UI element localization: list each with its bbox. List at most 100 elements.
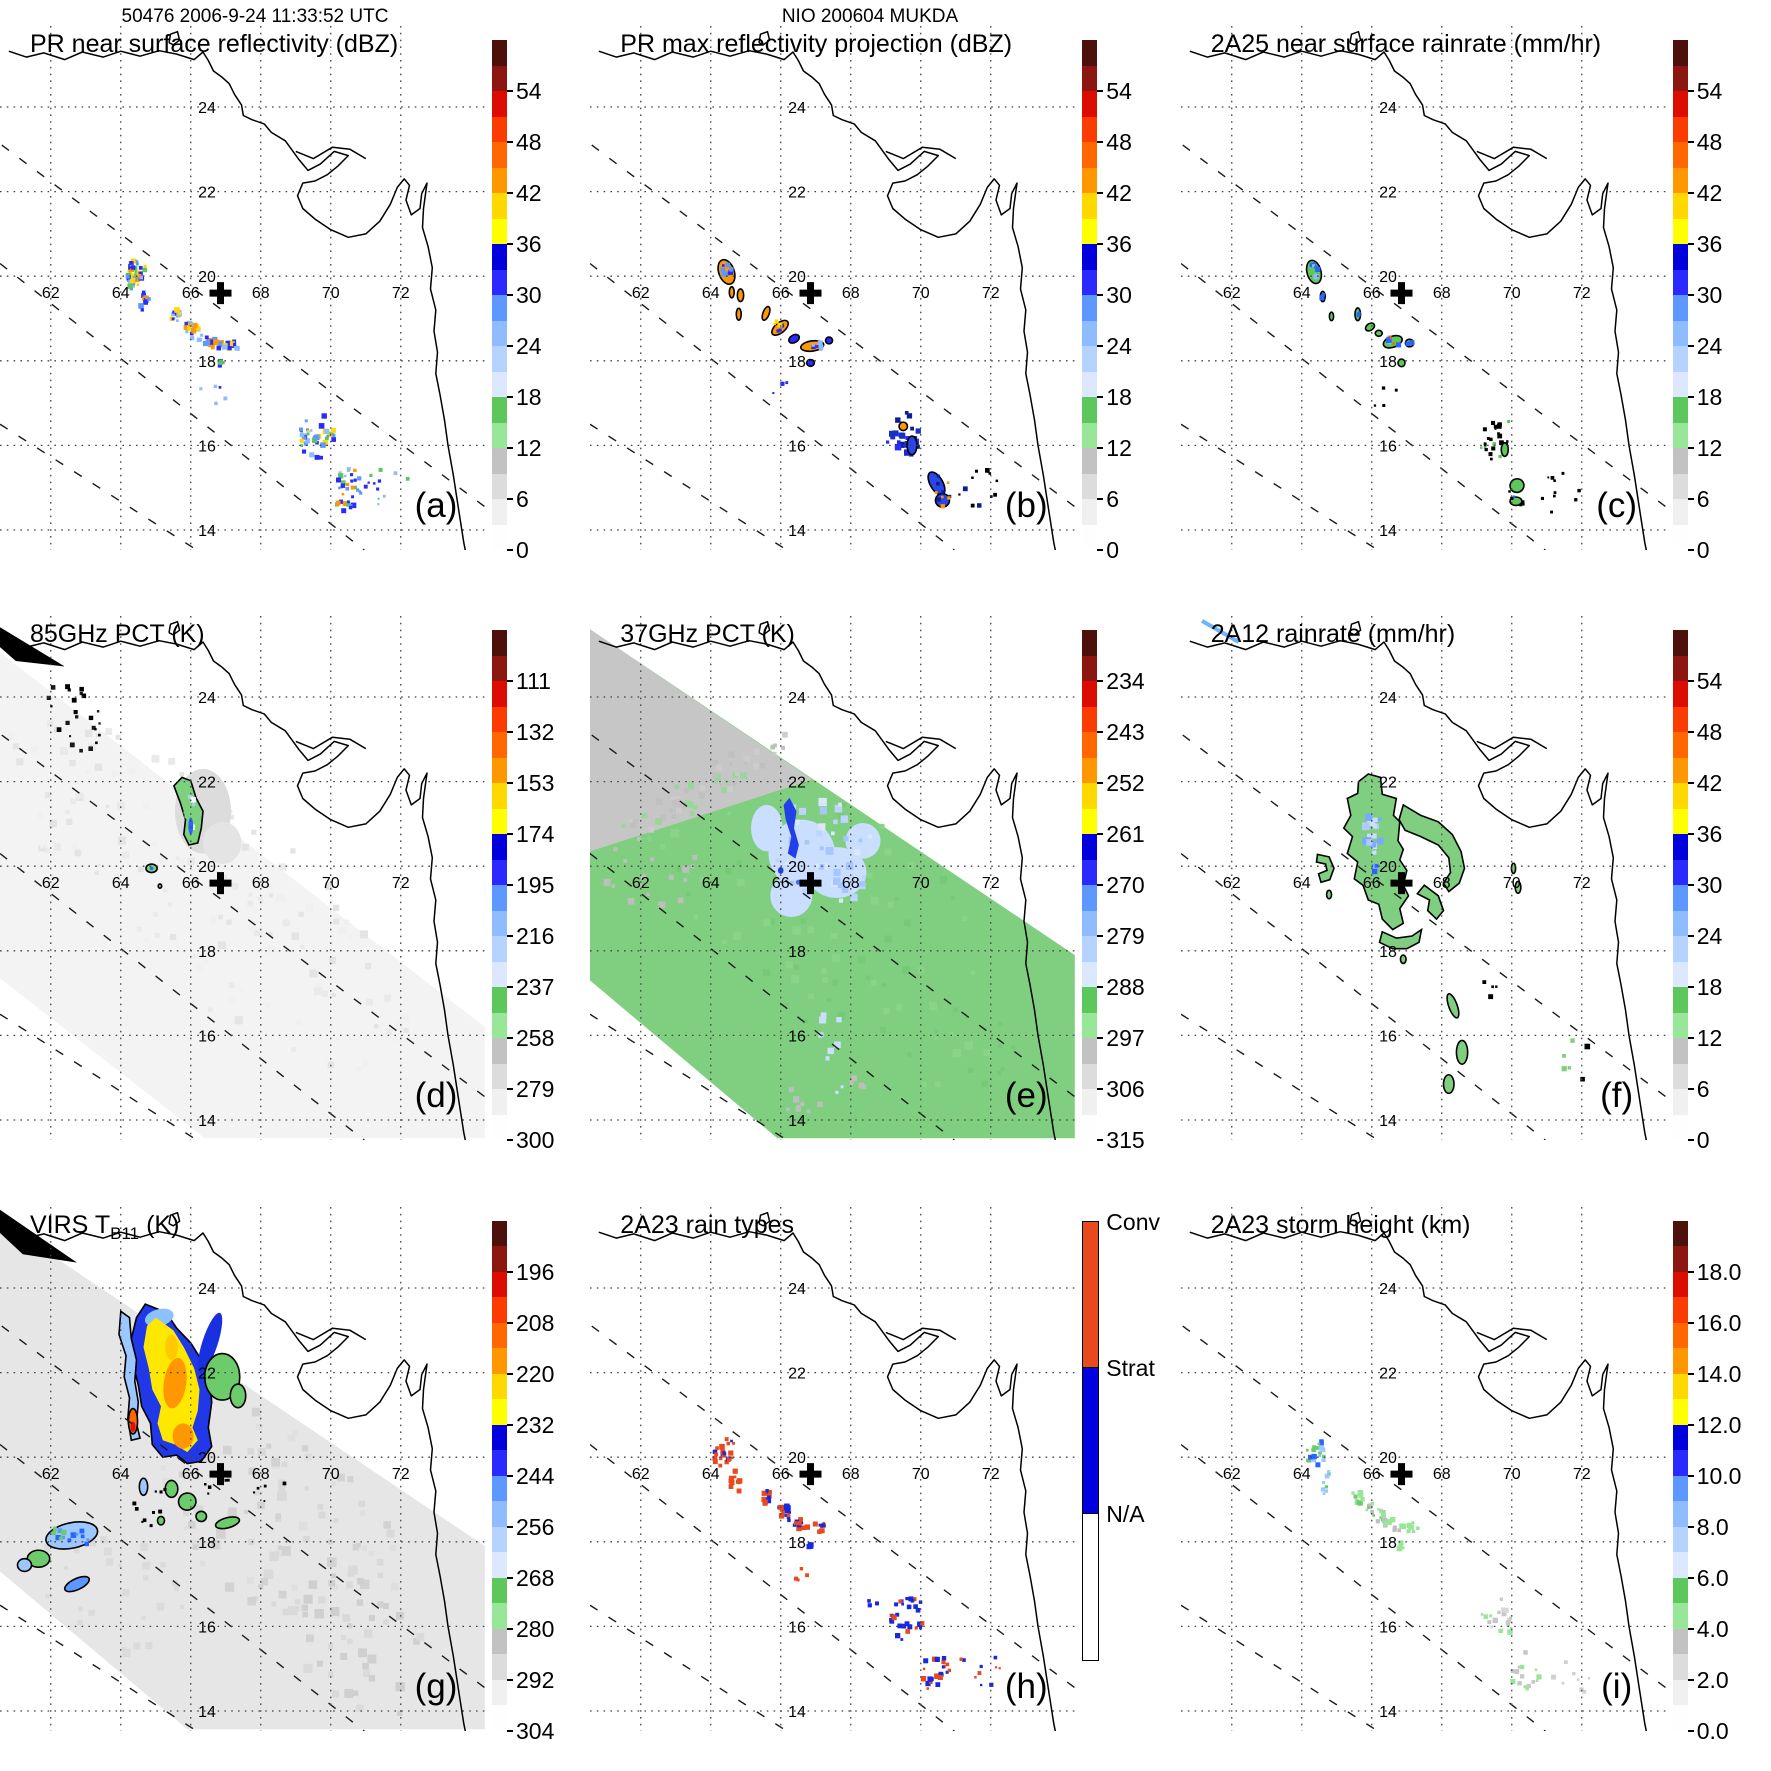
- feature-pixel: [763, 919, 771, 927]
- lat-label: 18: [1379, 944, 1397, 961]
- feature-pixel: [920, 1620, 925, 1625]
- feature-pixel: [871, 897, 879, 905]
- feature-pixel: [782, 732, 789, 738]
- lat-label: 22: [788, 185, 806, 202]
- feature-pixel: [234, 1016, 243, 1025]
- feature-pixel: [669, 875, 674, 880]
- coastline: [295, 146, 367, 160]
- panel-title-text: PR near surface reflectivity (dBZ): [30, 30, 399, 58]
- feature-pixel: [875, 1601, 880, 1606]
- feature-pixel: [189, 331, 194, 336]
- feature-pixel: [195, 1471, 201, 1478]
- feature-blob: [906, 435, 918, 456]
- colorbar: [1672, 1220, 1688, 1731]
- colorbar-segment: [1082, 448, 1098, 474]
- feature-pixel: [733, 932, 742, 941]
- colorbar-tick-label: 243: [1106, 719, 1145, 746]
- colorbar-segment: [1672, 1552, 1688, 1578]
- lat-label: 20: [788, 859, 806, 876]
- feature-pixel: [1582, 1689, 1586, 1694]
- feature-pixel: [1525, 1687, 1529, 1690]
- feature-pixel: [1311, 1453, 1317, 1459]
- feature-pixel: [190, 797, 196, 803]
- feature-pixel: [732, 1468, 739, 1474]
- feature-pixel: [1311, 1447, 1316, 1452]
- swath-edge-line: [590, 262, 956, 550]
- feature-pixel: [728, 1483, 734, 1489]
- feature-pixel: [765, 1488, 770, 1493]
- colorbar-segment: [492, 295, 507, 321]
- feature-pixel: [192, 803, 196, 807]
- panel-letter: (c): [1596, 486, 1638, 525]
- colorbar-segment: [1672, 1526, 1688, 1553]
- feature-pixel: [912, 1596, 917, 1601]
- colorbar-segment: [492, 193, 507, 219]
- feature-pixel: [637, 837, 642, 842]
- colorbar-segment: [492, 1705, 507, 1731]
- feature-pixel: [1359, 1496, 1365, 1502]
- colorbar-tick: [507, 141, 513, 143]
- feature-pixel: [118, 1563, 122, 1567]
- colorbar-segment: [1672, 346, 1688, 372]
- feature-pixel: [263, 1484, 267, 1488]
- feature-pixel: [281, 1461, 288, 1467]
- feature-pixel: [356, 488, 360, 492]
- feature-pixel: [256, 1423, 263, 1430]
- feature-pixel: [53, 843, 61, 851]
- feature-pixel: [345, 487, 350, 491]
- colorbar-tick: [507, 986, 513, 989]
- panel-letter: (b): [1004, 486, 1048, 525]
- feature-pixel: [359, 1510, 365, 1516]
- feature-pixel: [359, 491, 363, 495]
- feature-pixel: [341, 508, 347, 514]
- feature-pixel: [977, 1670, 982, 1675]
- feature-pixel: [1321, 1454, 1326, 1459]
- feature-pixel: [1506, 1629, 1513, 1635]
- feature-pixel: [269, 1551, 279, 1561]
- feature-pixel: [350, 485, 355, 490]
- colorbar-segment: [1672, 295, 1688, 321]
- swath-edge-line: [1182, 734, 1666, 1098]
- colorbar-segment: [1672, 1038, 1688, 1064]
- feature-pixel: [298, 911, 304, 918]
- feature-pixel: [218, 941, 226, 950]
- feature-pixel: [1496, 432, 1500, 435]
- feature-pixel: [905, 1596, 909, 1600]
- feature-pixel: [112, 770, 118, 777]
- feature-pixel: [684, 788, 690, 794]
- feature-pixel: [801, 888, 809, 895]
- feature-pixel: [787, 1518, 791, 1522]
- feature-blob: [788, 333, 801, 344]
- feature-pixel: [804, 840, 810, 845]
- feature-pixel: [43, 1544, 51, 1552]
- colorbar-segment: [1672, 783, 1688, 809]
- feature-pixel: [291, 1047, 296, 1053]
- feature-pixel: [65, 684, 70, 690]
- feature-pixel: [290, 848, 296, 854]
- colorbar-tick: [1097, 549, 1104, 551]
- colorbar-tick-label: 48: [1696, 129, 1723, 155]
- feature-pixel: [819, 1016, 827, 1024]
- colorbar: [492, 40, 507, 550]
- lat-label: 22: [198, 775, 216, 792]
- colorbar-tick: [507, 1423, 513, 1426]
- feature-pixel: [85, 770, 90, 775]
- lat-label: 20: [198, 859, 216, 876]
- swath-edge-line: [590, 1443, 956, 1731]
- feature-pixel: [947, 496, 951, 500]
- feature-pixel: [248, 892, 253, 898]
- feature-pixel: [256, 1486, 260, 1490]
- feature-pixel: [143, 1574, 149, 1581]
- feature-pixel: [156, 1602, 165, 1611]
- feature-pixel: [822, 1521, 826, 1525]
- feature-pixel: [183, 1525, 189, 1530]
- panel-e: 24 22 20 18 16 14 62 64 66 68 70 72 37GHz PCT (K) (e)…: [590, 590, 1180, 1180]
- feature-pixel: [1324, 1489, 1328, 1493]
- colorbar-tick-label: 216: [516, 923, 555, 950]
- feature-pixel: [96, 863, 101, 868]
- feature-pixel: [1314, 1445, 1319, 1450]
- feature-pixel: [1518, 503, 1522, 507]
- feature-pixel: [342, 501, 348, 507]
- feature-pixel: [317, 1503, 324, 1510]
- feature-pixel: [203, 1454, 211, 1462]
